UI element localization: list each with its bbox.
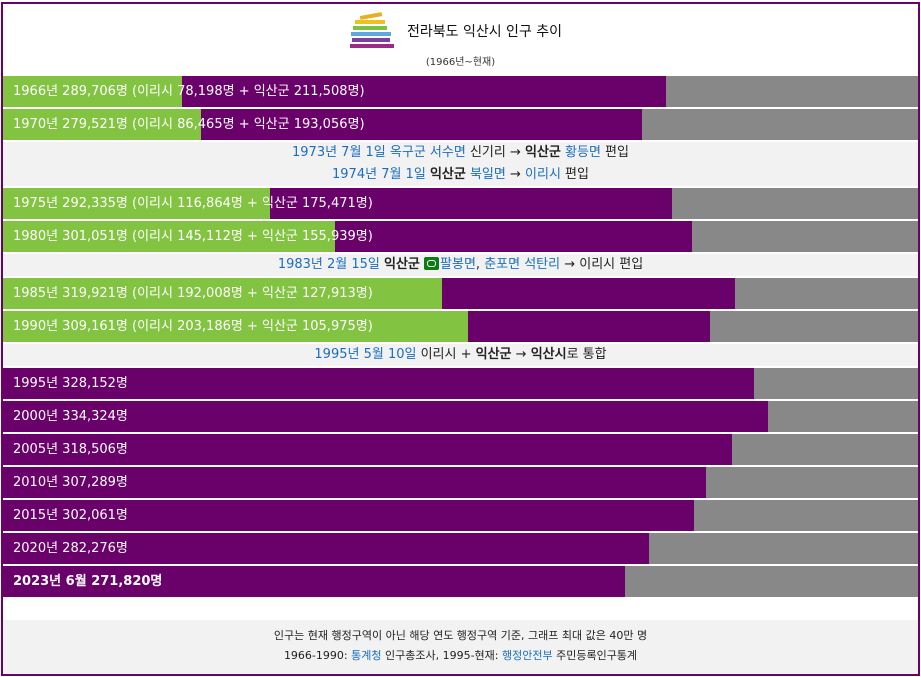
- bar-label: 2023년 6월 271,820명: [13, 574, 163, 589]
- population-bar-row: 1970년 279,521명 (이리시 86,465명 + 익산군 193,05…: [3, 109, 918, 140]
- statistics-korea-link[interactable]: 통계청: [351, 649, 382, 662]
- population-bar-row: 1966년 289,706명 (이리시 78,198명 + 익산군 211,50…: [3, 76, 918, 107]
- iri-city-bar: [3, 311, 468, 342]
- note-bold-text: 익산군: [384, 257, 420, 272]
- administrative-change-note: 1973년 7월 1일 옥구군 서수면 신기리 → 익산군 황등면 편입 1974…: [3, 142, 918, 186]
- population-bar-row: 1985년 319,921명 (이리시 192,008명 + 익산군 127,9…: [3, 278, 918, 309]
- note-link[interactable]: 1973년 7월 1일: [292, 145, 386, 160]
- note-text: ,: [475, 257, 485, 272]
- note-line: 1995년 5월 10일 이리시 + 익산군 → 익산시로 통합: [3, 344, 918, 366]
- total-population-bar: [3, 401, 768, 432]
- sources-prefix: 1966-1990:: [283, 649, 352, 662]
- population-bar-row: 1975년 292,335명 (이리시 116,864명 + 익산군 175,4…: [3, 188, 918, 219]
- sources-suffix: 주민등록인구통계: [552, 649, 638, 662]
- iri-city-bar: [3, 278, 443, 309]
- total-population-bar: [3, 467, 706, 498]
- note-text: → 이리시 편입: [560, 257, 644, 272]
- note-link[interactable]: 춘포면 석탄리: [484, 257, 561, 272]
- bar-label: 1990년 309,161명 (이리시 203,186명 + 익산군 105,9…: [13, 319, 373, 334]
- bar-label: 2010년 307,289명: [13, 475, 128, 490]
- bar-label: 2015년 302,061명: [13, 508, 128, 523]
- bar-label: 2005년 318,506명: [13, 442, 128, 457]
- chart-rows: 1966년 289,706명 (이리시 78,198명 + 익산군 211,50…: [3, 76, 918, 599]
- bar-label: 1975년 292,335명 (이리시 116,864명 + 익산군 175,4…: [13, 196, 373, 211]
- note-text: 이리시 +: [416, 347, 476, 362]
- bar-label: 1985년 319,921명 (이리시 192,008명 + 익산군 127,9…: [13, 286, 373, 301]
- note-link[interactable]: 황등면: [565, 145, 601, 160]
- sources-mid: 인구총조사, 1995-현재:: [381, 649, 502, 662]
- note-link[interactable]: 1974년 7월 1일: [332, 167, 426, 182]
- chart-subtitle: (1966년~현재): [425, 57, 496, 68]
- population-bar-row: 2020년 282,276명: [3, 533, 918, 564]
- iksan-city-emblem: [350, 12, 394, 48]
- note-text: 로 통합: [566, 347, 607, 362]
- total-population-bar: [3, 368, 754, 399]
- note-bold-text: 익산군: [475, 347, 512, 362]
- total-population-bar: [3, 434, 732, 465]
- bar-label: 1966년 289,706명 (이리시 78,198명 + 익산군 211,50…: [13, 84, 365, 99]
- bar-label: 1980년 301,051명 (이리시 145,112명 + 익산군 155,9…: [13, 229, 373, 244]
- iri-city-bar: [3, 188, 271, 219]
- ministry-interior-link[interactable]: 행정안전부: [501, 649, 553, 662]
- population-bar-row: 2015년 302,061명: [3, 500, 918, 531]
- population-bar-row: 1980년 301,051명 (이리시 145,112명 + 익산군 155,9…: [3, 221, 918, 252]
- note-link[interactable]: 1983년 2월 15일: [277, 257, 380, 272]
- population-bar-row: 2005년 318,506명: [3, 434, 918, 465]
- iri-city-bar: [3, 76, 182, 107]
- footer-note: 인구는 현재 행정구역이 아닌 해당 연도 행정구역 기준, 그래프 최대 값은…: [273, 629, 648, 642]
- link-icon: [424, 257, 440, 270]
- note-bold-text: 익산군: [525, 145, 561, 160]
- note-bold-text: 익산군: [429, 167, 466, 182]
- note-text: →: [505, 167, 526, 182]
- total-population-bar: [3, 533, 649, 564]
- note-text: →: [511, 347, 531, 362]
- total-population-bar: [3, 566, 625, 597]
- administrative-change-note: 1983년 2월 15일 익산군 팔봉면, 춘포면 석탄리 → 이리시 편입: [3, 254, 918, 276]
- iri-city-bar: [3, 221, 335, 252]
- bar-label: 2000년 334,324명: [13, 409, 128, 424]
- note-line: 1973년 7월 1일 옥구군 서수면 신기리 → 익산군 황등면 편입: [3, 142, 918, 164]
- note-text: 신기리 →: [465, 145, 525, 160]
- chart-title: 전라북도 익산시 인구 추이: [407, 24, 563, 40]
- population-bar-row: 1995년 328,152명: [3, 368, 918, 399]
- note-link[interactable]: 1995년 5월 10일: [314, 347, 417, 362]
- note-line: 1974년 7월 1일 익산군 북일면 → 이리시 편입: [3, 164, 918, 186]
- bar-label: 1970년 279,521명 (이리시 86,465명 + 익산군 193,05…: [13, 117, 365, 132]
- administrative-change-note: 1995년 5월 10일 이리시 + 익산군 → 익산시로 통합: [3, 344, 918, 366]
- iri-city-bar: [3, 109, 201, 140]
- chart-header: 전라북도 익산시 인구 추이 (1966년~현재): [3, 4, 918, 76]
- bar-label: 1995년 328,152명: [13, 376, 128, 391]
- note-link[interactable]: 북일면: [469, 167, 506, 182]
- note-text: 편입: [560, 167, 589, 182]
- note-link[interactable]: 이리시: [525, 167, 561, 182]
- note-link[interactable]: 팔봉면: [440, 257, 476, 272]
- footer-sources: 1966-1990: 통계청 인구총조사, 1995-현재: 행정안전부 주민등…: [3, 646, 918, 666]
- population-bar-row: 1990년 309,161명 (이리시 203,186명 + 익산군 105,9…: [3, 311, 918, 342]
- note-bold-text: 익산시: [530, 347, 567, 362]
- population-bar-row: 2023년 6월 271,820명: [3, 566, 918, 597]
- bar-label: 2020년 282,276명: [13, 541, 128, 556]
- note-link[interactable]: 옥구군 서수면: [389, 145, 466, 160]
- note-line: 1983년 2월 15일 익산군 팔봉면, 춘포면 석탄리 → 이리시 편입: [3, 254, 918, 276]
- population-bar-row: 2010년 307,289명: [3, 467, 918, 498]
- chart-footer: 인구는 현재 행정구역이 아닌 해당 연도 행정구역 기준, 그래프 최대 값은…: [3, 620, 918, 674]
- note-text: 편입: [600, 145, 629, 160]
- total-population-bar: [3, 500, 694, 531]
- population-bar-row: 2000년 334,324명: [3, 401, 918, 432]
